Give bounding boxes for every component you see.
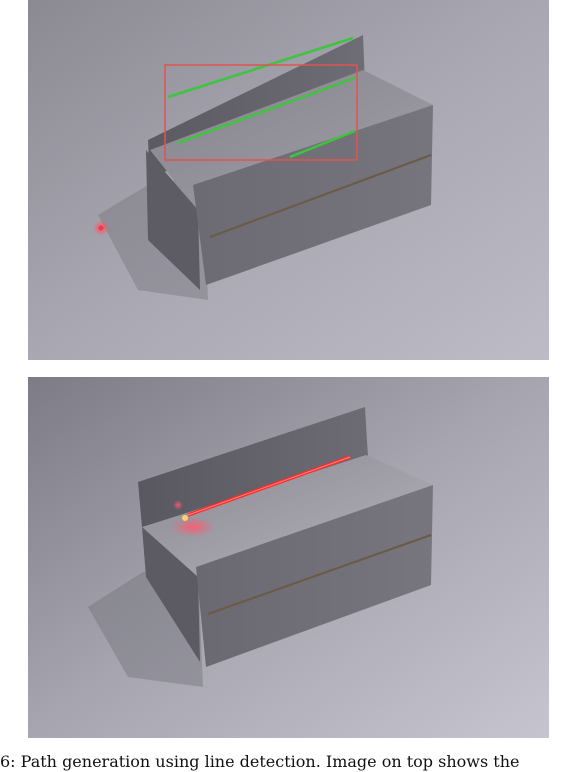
weld-seam <box>207 534 432 615</box>
bracket-floor <box>143 455 433 577</box>
bracket-side <box>142 527 200 662</box>
laser-origin-spark <box>182 515 188 521</box>
bottom-photo-canvas <box>28 377 549 738</box>
detected-line-bottom <box>289 129 356 159</box>
bottom-photo <box>28 377 549 738</box>
laser-reflection <box>171 517 215 537</box>
bracket-side <box>146 150 200 290</box>
top-photo <box>28 0 549 360</box>
bracket-back-wall <box>138 407 368 527</box>
bracket-front-wall <box>193 105 433 285</box>
laser-dot-core <box>98 225 104 231</box>
roi-bounding-box <box>164 64 358 161</box>
laser-path-highlight <box>187 456 351 516</box>
detected-line-middle <box>177 76 356 145</box>
laser-reflection-spot <box>173 500 183 510</box>
bracket-floor <box>150 70 433 210</box>
weld-seam <box>209 154 432 238</box>
figure-caption: 6: Path generation using line detection.… <box>0 752 520 771</box>
detected-line-top <box>167 36 354 99</box>
top-photo-canvas <box>28 0 549 360</box>
